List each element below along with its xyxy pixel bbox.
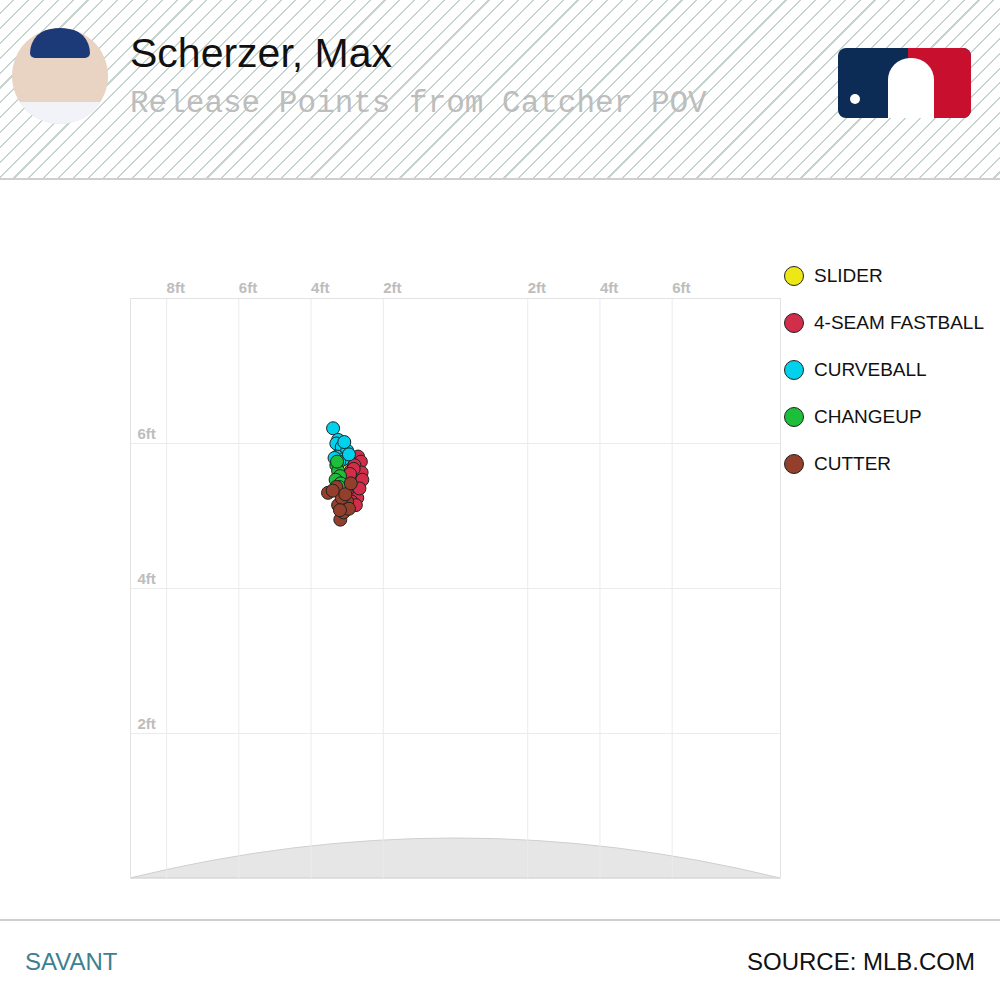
- svg-text:6ft: 6ft: [239, 279, 257, 296]
- svg-text:2ft: 2ft: [528, 279, 546, 296]
- html-text:Release Points from Catcher PO: Release Points from Catcher POV: [130, 86, 707, 121]
- svg-text:4ft: 4ft: [600, 279, 618, 296]
- svg-text:4ft: 4ft: [311, 279, 329, 296]
- html-text:SOURCE: MLB.COM: SOURCE: MLB.COM: [747, 948, 975, 975]
- svg-text:2ft: 2ft: [138, 715, 156, 732]
- svg-text:8ft: 8ft: [167, 279, 185, 296]
- html-text:CHANGEUP: CHANGEUP: [814, 405, 922, 427]
- svg-text:4ft: 4ft: [138, 570, 156, 587]
- svg-text:2ft: 2ft: [383, 279, 401, 296]
- html-text:Scherzer, Max: Scherzer, Max: [130, 30, 392, 76]
- html-text:4-SEAM FASTBALL: 4-SEAM FASTBALL: [814, 311, 984, 333]
- html-text:SAVANT: SAVANT: [25, 948, 118, 975]
- html-text:CURVEBALL: CURVEBALL: [814, 358, 927, 380]
- svg-text:6ft: 6ft: [672, 279, 690, 296]
- html-text:SLIDER: SLIDER: [814, 264, 883, 286]
- html-text:CUTTER: CUTTER: [814, 452, 892, 474]
- svg-text:6ft: 6ft: [138, 425, 156, 442]
